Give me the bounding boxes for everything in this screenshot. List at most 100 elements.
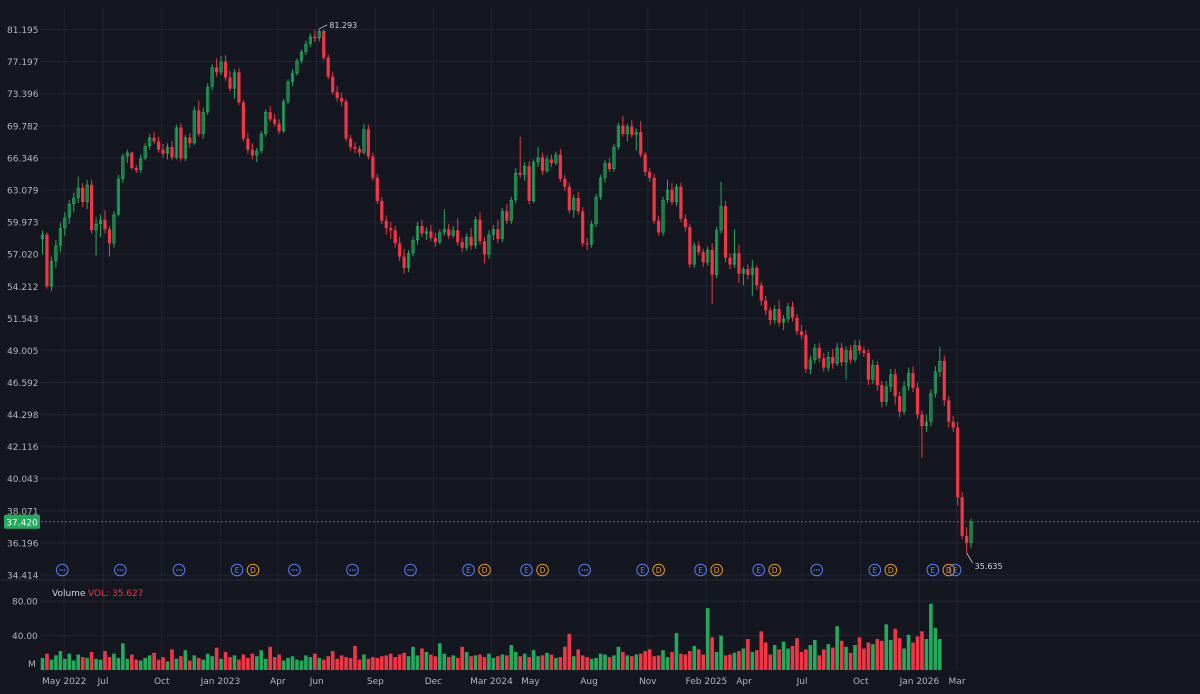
candle-body[interactable] (465, 236, 469, 248)
candle-body[interactable] (514, 172, 518, 200)
candle-body[interactable] (924, 421, 929, 427)
candle-body[interactable] (371, 156, 375, 178)
candle-body[interactable] (585, 243, 589, 245)
candle-body[interactable] (496, 229, 500, 239)
dividend-event-marker[interactable]: D (536, 563, 549, 577)
candle-body[interactable] (384, 220, 388, 229)
earnings-event-marker[interactable]: E (868, 563, 882, 577)
candle-body[interactable] (344, 101, 348, 139)
candle-body[interactable] (656, 220, 661, 233)
candle-body[interactable] (768, 310, 772, 321)
candle-body[interactable] (933, 371, 937, 394)
candle-body[interactable] (536, 157, 540, 163)
candle-body[interactable] (415, 226, 420, 241)
candle-body[interactable] (728, 257, 732, 265)
candle-body[interactable] (85, 184, 89, 202)
candle-body[interactable] (393, 230, 397, 244)
candle-body[interactable] (451, 230, 455, 236)
candle-body[interactable] (648, 171, 652, 178)
candle-body[interactable] (759, 285, 763, 301)
candle-body[interactable] (590, 223, 594, 245)
candle-body[interactable] (938, 360, 942, 372)
candle-body[interactable] (188, 137, 192, 144)
candle-body[interactable] (246, 138, 250, 150)
candle-body[interactable] (746, 269, 750, 275)
candle-body[interactable] (505, 211, 509, 221)
candle-body[interactable] (612, 146, 616, 169)
dividend-event-marker[interactable]: D (652, 563, 665, 577)
candle-body[interactable] (317, 31, 321, 39)
candle-body[interactable] (518, 172, 522, 175)
candle-body[interactable] (576, 197, 580, 212)
earnings-event-marker[interactable]: E (752, 563, 766, 577)
candle-body[interactable] (237, 72, 241, 103)
candle-body[interactable] (478, 219, 482, 242)
candle-body[interactable] (500, 211, 504, 239)
candle-body[interactable] (808, 359, 812, 369)
event-marker[interactable] (114, 563, 127, 577)
candle-body[interactable] (813, 347, 817, 360)
candle-body[interactable] (643, 154, 647, 172)
candle-body[interactable] (737, 253, 741, 274)
candle-body[interactable] (98, 219, 103, 224)
candle-body[interactable] (773, 309, 777, 321)
candle-body[interactable] (942, 360, 946, 401)
candle-body[interactable] (880, 385, 884, 402)
candle-body[interactable] (424, 231, 429, 234)
candle-body[interactable] (616, 125, 620, 147)
candle-body[interactable] (893, 374, 897, 397)
candle-body[interactable] (223, 61, 228, 78)
candle-body[interactable] (840, 347, 844, 363)
candle-body[interactable] (906, 372, 911, 387)
candle-body[interactable] (228, 77, 232, 89)
candle-body[interactable] (764, 300, 768, 311)
candle-body[interactable] (630, 126, 634, 135)
candle-body[interactable] (273, 119, 277, 124)
candle-body[interactable] (804, 335, 808, 369)
event-marker[interactable] (346, 563, 359, 577)
candle-body[interactable] (750, 267, 754, 275)
candle-body[interactable] (326, 57, 330, 77)
candle-body[interactable] (558, 154, 562, 179)
candle-body[interactable] (509, 199, 513, 221)
candle-body[interactable] (340, 98, 344, 102)
candle-body[interactable] (540, 157, 545, 171)
candle-body[interactable] (49, 261, 54, 287)
candle-body[interactable] (634, 132, 638, 135)
candle-body[interactable] (572, 197, 576, 211)
candle-body[interactable] (295, 60, 299, 74)
candle-body[interactable] (482, 241, 487, 255)
candle-body[interactable] (143, 146, 147, 159)
candle-body[interactable] (853, 345, 857, 360)
candle-body[interactable] (76, 187, 80, 198)
candle-body[interactable] (701, 252, 705, 263)
candle-body[interactable] (353, 146, 357, 149)
candle-body[interactable] (447, 229, 451, 236)
earnings-event-marker[interactable]: E (948, 563, 962, 577)
candle-body[interactable] (679, 186, 683, 219)
candle-body[interactable] (670, 189, 674, 202)
candle-body[interactable] (250, 149, 254, 156)
candle-body[interactable] (94, 223, 98, 231)
event-marker[interactable] (810, 563, 824, 577)
candle-body[interactable] (594, 196, 598, 224)
candle-body[interactable] (674, 186, 679, 202)
candle-body[interactable] (795, 317, 799, 332)
price-axis[interactable]: 81.195 77.197 73.396 69.782 66.346 63.079 59.9… (7, 26, 39, 670)
candle-body[interactable] (688, 227, 692, 265)
candle-body[interactable] (683, 218, 687, 228)
event-marker[interactable] (404, 563, 417, 577)
candle-body[interactable] (898, 396, 902, 412)
candle-body[interactable] (103, 219, 107, 230)
candle-body[interactable] (139, 158, 143, 170)
earnings-event-marker[interactable]: E (462, 563, 475, 577)
candle-body[interactable] (290, 73, 295, 82)
candle-body[interactable] (197, 110, 201, 134)
candle-body[interactable] (469, 236, 473, 246)
candle-body[interactable] (40, 234, 45, 239)
candle-body[interactable] (90, 184, 94, 231)
candle-body[interactable] (960, 497, 964, 536)
candle-body[interactable] (201, 112, 205, 134)
candle-body[interactable] (755, 267, 759, 286)
